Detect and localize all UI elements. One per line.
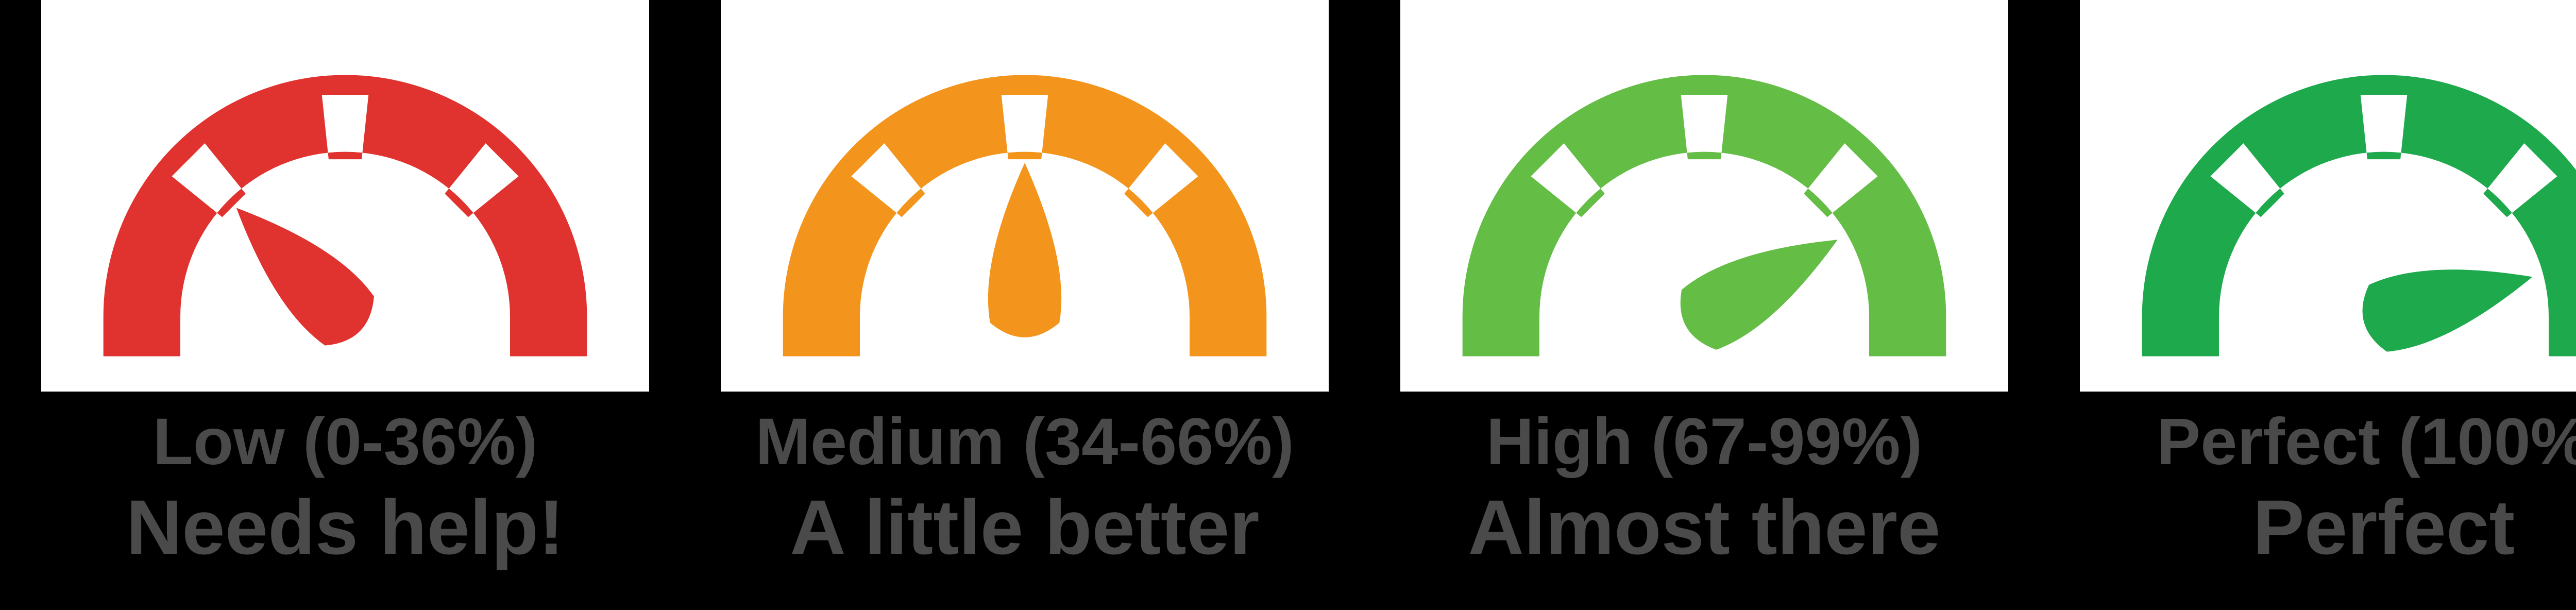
gauge-range-label: Low (0-36%): [153, 404, 538, 480]
gauge-range-label: Perfect (100%): [2157, 404, 2576, 480]
gauge-cell-high: High (67-99%) Almost there: [1380, 0, 2029, 572]
gauge-status-label: Almost there: [1468, 483, 1941, 572]
gauge-icon: [752, 31, 1298, 361]
gauge-tile-low: [41, 0, 649, 392]
gauge-cell-medium: Medium (34-66%) A little better: [700, 0, 1349, 572]
gauge-cell-low: Low (0-36%) Needs help!: [21, 0, 670, 572]
gauge-icon: [2111, 31, 2576, 361]
gauge-tile-medium: [721, 0, 1329, 392]
gauge-status-label: Perfect: [2253, 483, 2515, 572]
gauge-range-label: High (67-99%): [1486, 404, 1922, 480]
gauge-range-label: Medium (34-66%): [755, 404, 1294, 480]
gauge-icon: [1431, 31, 1977, 361]
gauge-row: Low (0-36%) Needs help! Medium (34-66%) …: [0, 0, 2576, 610]
gauge-cell-perfect: Perfect (100%) Perfect: [2059, 0, 2576, 572]
gauge-icon: [72, 31, 618, 361]
gauge-tile-high: [1400, 0, 2008, 392]
gauge-status-label: Needs help!: [126, 483, 564, 572]
gauge-status-label: A little better: [790, 483, 1259, 572]
gauge-tile-perfect: [2080, 0, 2576, 392]
